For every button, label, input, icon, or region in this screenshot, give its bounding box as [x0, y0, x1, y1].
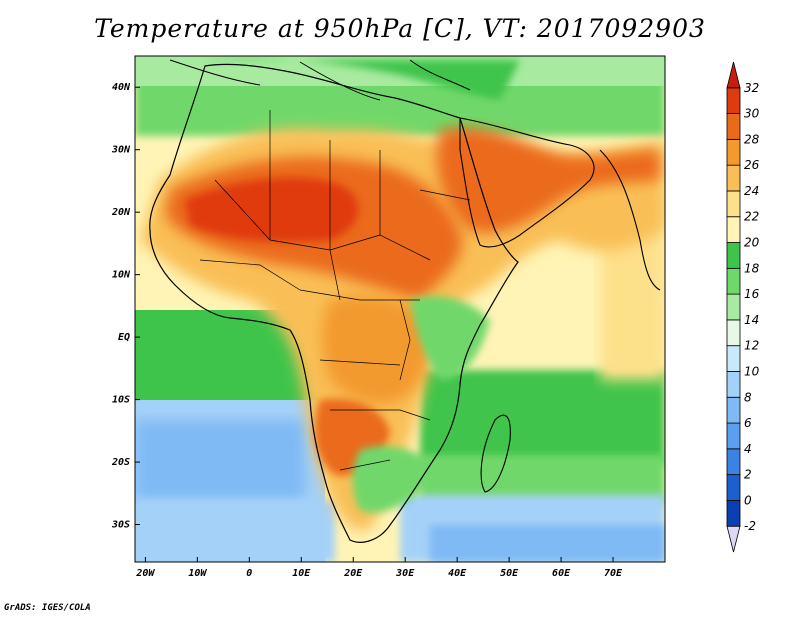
- x-tick-label: 60E: [552, 568, 571, 579]
- x-axis: 20W 10W 0 10E 20E 30E 40E 50E 60E 70E: [135, 557, 623, 579]
- x-tick-label: 20W: [135, 568, 155, 579]
- grads-credit: GrADS: IGES/COLA: [4, 603, 91, 613]
- colorbar-swatch: [726, 319, 741, 347]
- colorbar-label: -2: [744, 519, 756, 533]
- colorbar-label: 8: [744, 390, 752, 404]
- country-borders: [199, 110, 471, 471]
- colorbar-swatch: [726, 87, 741, 114]
- y-tick-label: 10N: [112, 270, 131, 281]
- colorbar-label: 22: [744, 210, 759, 224]
- colorbar-swatch: [726, 422, 741, 450]
- colorbar-label: 12: [744, 339, 759, 353]
- colorbar-swatch: [726, 267, 741, 295]
- y-tick-label: 30S: [111, 520, 130, 531]
- madagascar-coastline: [480, 414, 511, 493]
- colorbar-swatch: [726, 525, 741, 553]
- plot-frame: [134, 55, 666, 563]
- india-coastline: [599, 149, 661, 291]
- y-tick-label: 40N: [112, 82, 131, 93]
- y-tick-label: 10S: [112, 395, 130, 406]
- y-axis: 40N 30N 20N 10N EQ 10S 20S 30S: [111, 82, 140, 531]
- x-tick-label: 10E: [292, 568, 311, 579]
- colorbar-swatch: [726, 500, 741, 527]
- x-tick-label: 10W: [188, 568, 207, 579]
- y-tick-label: EQ: [118, 332, 130, 343]
- europe-coastline: [169, 59, 471, 101]
- colorbar-swatch: [726, 164, 741, 192]
- colorbar-label: 24: [744, 184, 759, 198]
- colorbar-label: 20: [744, 236, 760, 250]
- map-title: Temperature at 950hPa [C], VT: 201709290…: [94, 14, 706, 43]
- colorbar-label: 14: [744, 313, 759, 327]
- x-tick-label: 50E: [500, 568, 519, 579]
- colorbar-swatch: [726, 448, 741, 476]
- colorbar-label: 10: [744, 364, 760, 378]
- colorbar-label: 30: [744, 107, 760, 121]
- colorbar-swatch: [726, 242, 741, 269]
- x-tick-label: 30E: [395, 568, 415, 579]
- colorbar-swatch: [726, 113, 741, 140]
- y-tick-label: 20S: [111, 457, 130, 468]
- colorbar-swatch: [726, 293, 741, 321]
- colorbar-swatch: [726, 396, 741, 424]
- colorbar-label: 18: [744, 261, 760, 275]
- x-tick-label: 40E: [448, 568, 467, 579]
- colorbar-swatch: [726, 474, 741, 501]
- colorbar-label: 4: [744, 442, 752, 456]
- x-tick-label: 20E: [343, 568, 363, 579]
- colorbar-label: 16: [744, 287, 760, 301]
- colorbar-swatch: [726, 345, 741, 372]
- colorbar-swatch: [726, 61, 741, 89]
- y-tick-label: 30N: [111, 145, 131, 156]
- colorbar-label: 28: [744, 132, 760, 146]
- colorbar-label: 32: [744, 81, 759, 95]
- colorbar-label: 2: [744, 468, 752, 482]
- colorbar-label: 26: [744, 158, 760, 172]
- y-tick-label: 20N: [111, 207, 131, 218]
- colorbar-swatch: [726, 216, 741, 243]
- colorbar-swatch: [726, 190, 741, 218]
- colorbar-swatch: [726, 138, 741, 166]
- colorbar-swatch: [726, 371, 741, 398]
- temperature-field: [135, 56, 665, 562]
- arabia-coastline: [459, 117, 595, 248]
- colorbar-label: 0: [744, 493, 752, 507]
- x-tick-label: 0: [246, 568, 252, 579]
- x-tick-label: 70E: [604, 568, 623, 579]
- colorbar-label: 6: [744, 416, 752, 430]
- africa-coastline: [149, 63, 519, 543]
